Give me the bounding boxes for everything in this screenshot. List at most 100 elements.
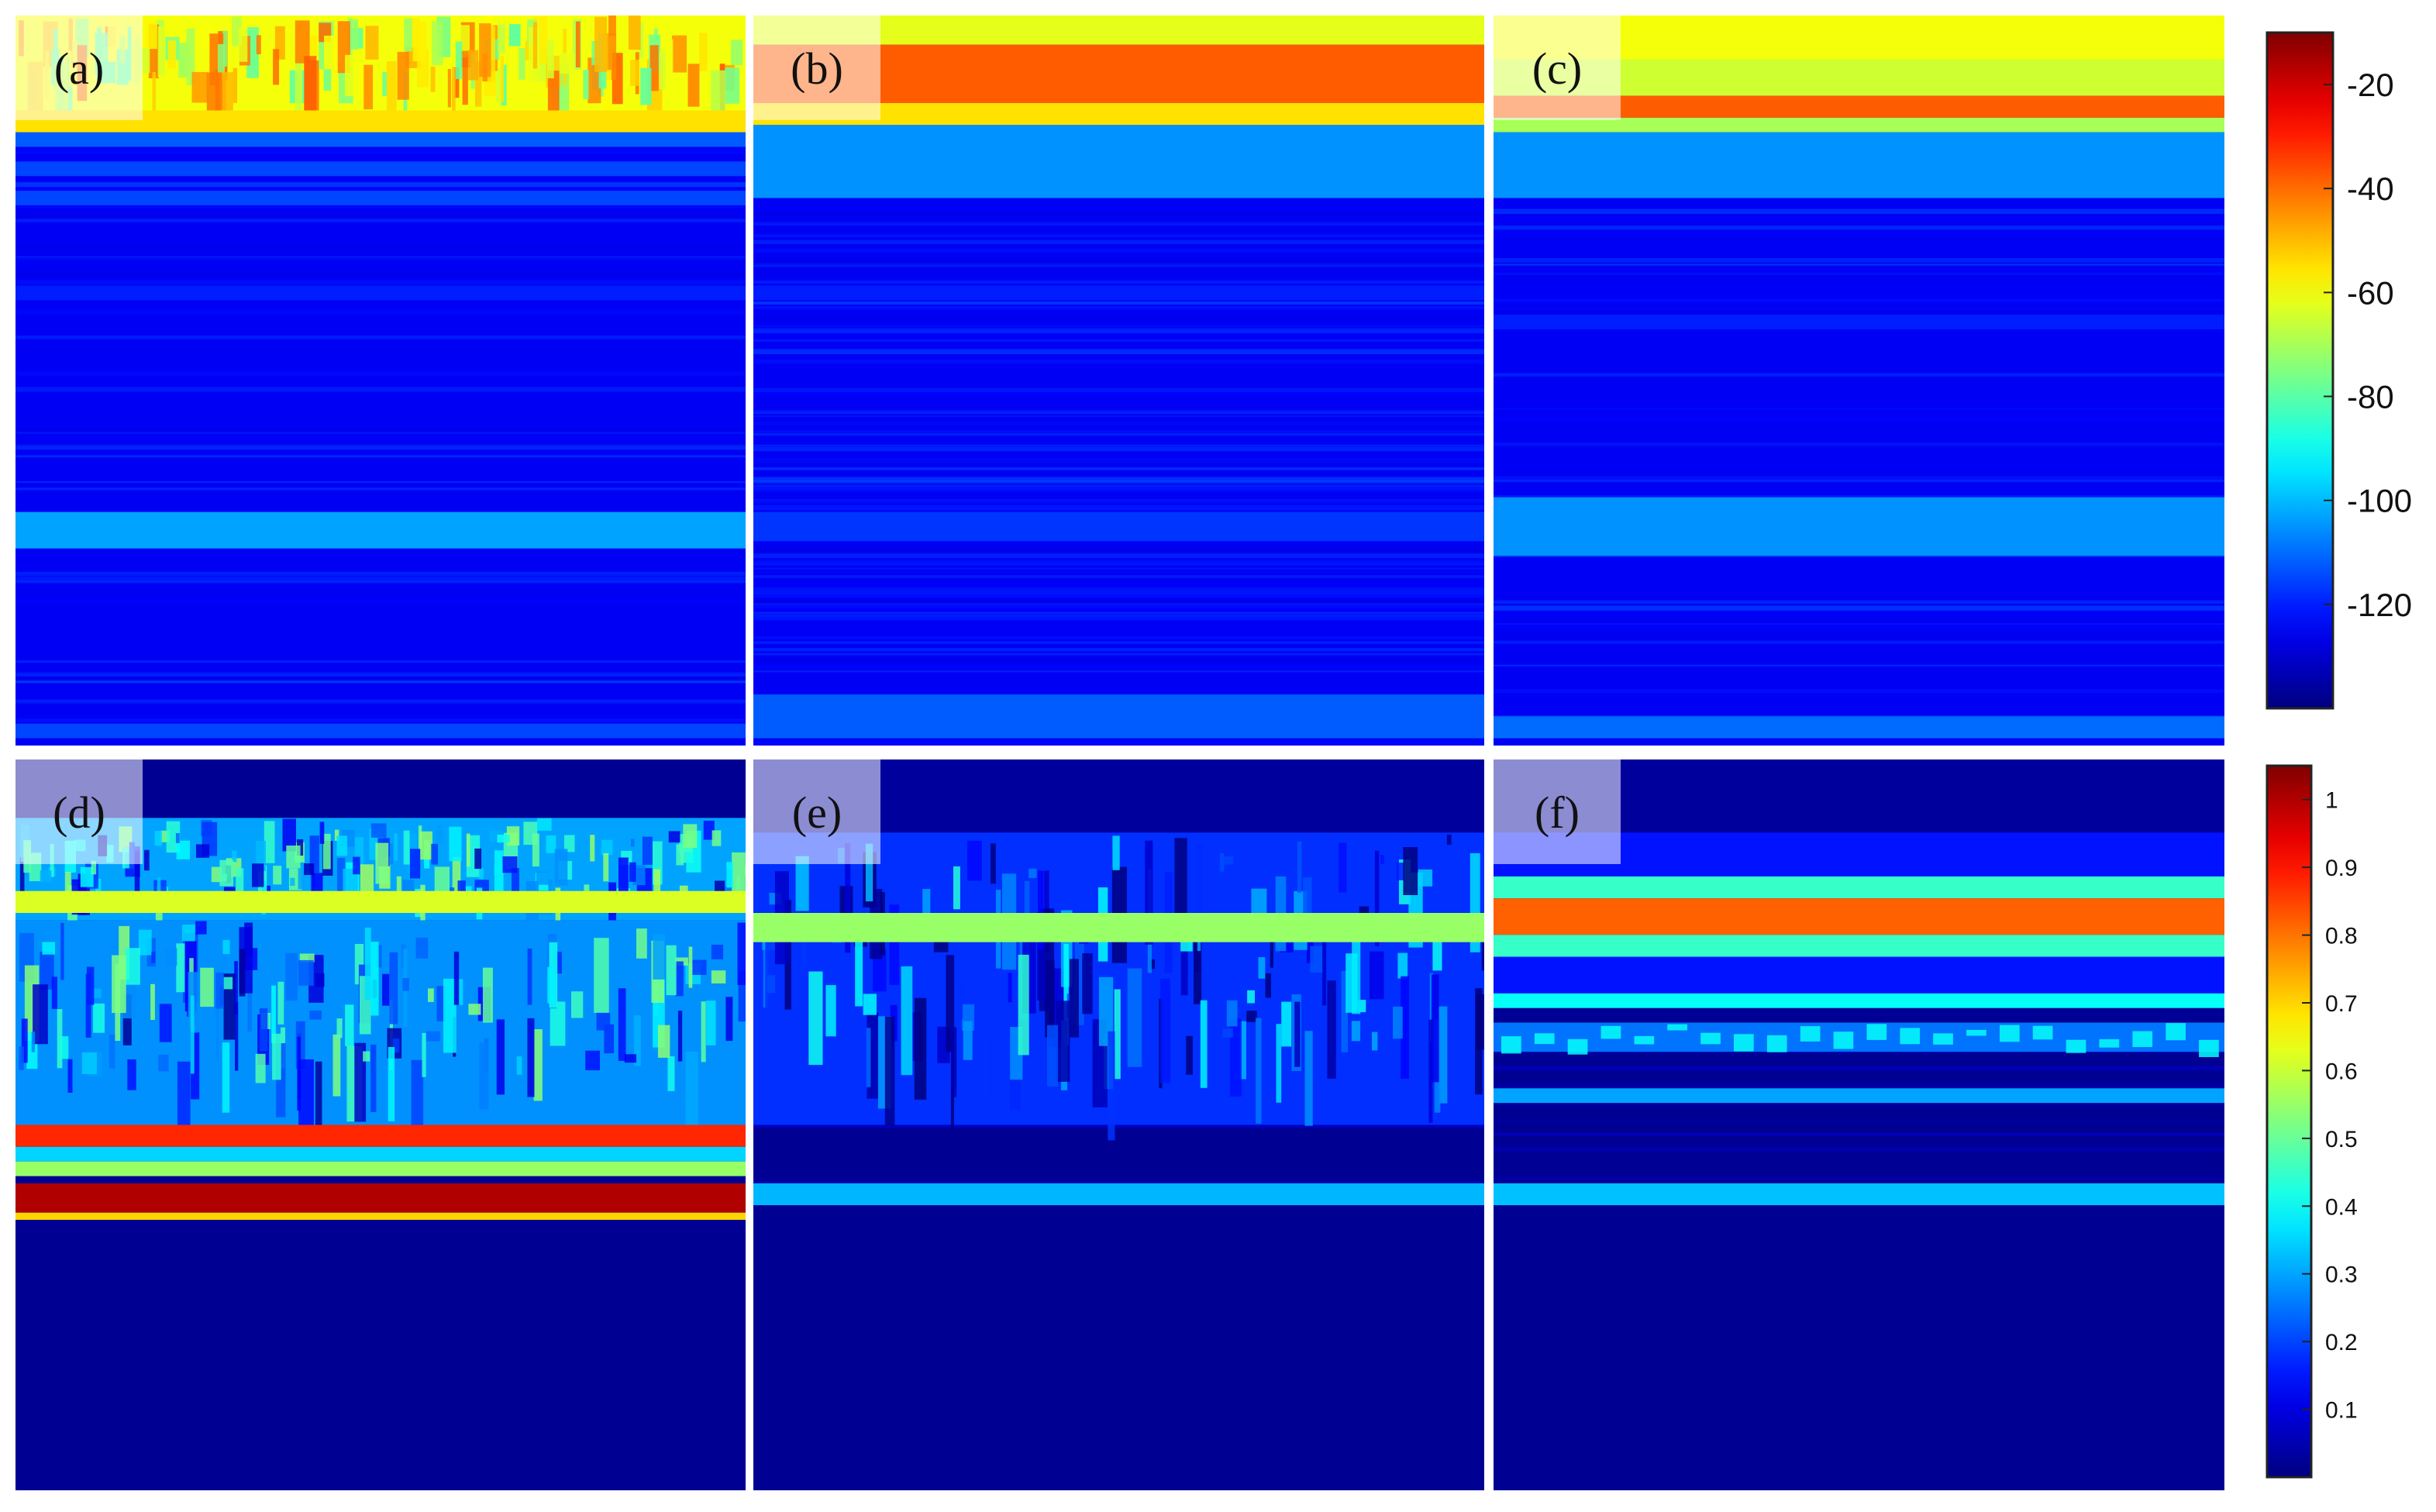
colorbar-tick-label: 0.1 <box>2325 1398 2358 1424</box>
noise-streak <box>753 392 1484 397</box>
noise-streak <box>16 229 746 232</box>
colorbar-tick-label: 0.9 <box>2325 856 2358 881</box>
texture-mark <box>2000 1025 2020 1042</box>
texture-mark <box>176 840 190 859</box>
noise-streak <box>753 505 1484 511</box>
colorbar-tick-label: 0.2 <box>2325 1330 2358 1355</box>
texture-mark <box>1037 912 1046 1001</box>
noise-streak <box>1494 263 2224 266</box>
noise-streak <box>753 234 1484 238</box>
noise-streak <box>1494 1080 2224 1083</box>
texture-mark <box>855 935 863 1007</box>
texture-mark <box>685 1051 698 1130</box>
texture-mark <box>453 951 460 1005</box>
noise-streak <box>16 672 746 677</box>
noise-streak <box>1494 1150 2224 1153</box>
noise-streak <box>1494 635 2224 639</box>
texture-mark <box>334 829 339 841</box>
texture-mark <box>494 850 504 893</box>
texture-mark <box>397 51 409 100</box>
texture-mark <box>1380 855 1384 864</box>
noise-streak <box>1494 230 2224 236</box>
panel-label-box <box>1494 759 1621 864</box>
texture-mark <box>653 934 665 980</box>
texture-mark <box>33 984 48 1045</box>
noise-streak <box>1494 272 2224 275</box>
intensity-band <box>16 1161 746 1176</box>
texture-mark <box>422 1032 426 1077</box>
texture-mark <box>1501 1036 1521 1054</box>
intensity-band <box>16 723 746 739</box>
noise-streak <box>753 415 1484 418</box>
texture-mark <box>1194 942 1202 1004</box>
texture-mark <box>298 865 304 890</box>
texture-mark <box>80 866 94 887</box>
noise-streak <box>16 660 746 665</box>
noise-streak <box>753 651 1484 653</box>
texture-mark <box>178 43 188 78</box>
noise-streak <box>753 249 1484 253</box>
texture-mark <box>157 26 164 77</box>
texture-mark <box>1370 951 1384 1000</box>
texture-mark <box>222 939 230 955</box>
texture-mark <box>190 995 195 1074</box>
noise-streak <box>1494 1014 2224 1016</box>
texture-mark <box>434 866 450 891</box>
noise-streak <box>753 570 1484 573</box>
texture-mark <box>1160 979 1170 1083</box>
texture-mark <box>596 1012 611 1031</box>
noise-streak <box>1494 298 2224 302</box>
noise-streak <box>753 385 1484 388</box>
noise-streak <box>753 648 1484 651</box>
noise-streak <box>16 336 746 339</box>
intensity-band <box>16 132 746 147</box>
texture-mark <box>559 53 575 74</box>
texture-mark <box>914 997 927 1100</box>
texture-mark <box>436 986 446 1021</box>
noise-streak <box>753 480 1484 484</box>
texture-mark <box>1265 973 1271 998</box>
texture-mark <box>2066 1039 2086 1053</box>
texture-mark <box>390 843 394 865</box>
texture-mark <box>1246 1011 1257 1022</box>
texture-mark <box>963 1021 973 1060</box>
texture-mark <box>497 835 510 843</box>
texture-mark <box>430 66 436 92</box>
noise-streak <box>1494 600 2224 604</box>
noise-streak <box>753 360 1484 365</box>
intensity-band <box>16 1125 746 1147</box>
texture-mark <box>112 955 126 1014</box>
texture-mark <box>712 830 722 846</box>
texture-mark <box>2032 1025 2053 1040</box>
texture-mark <box>706 1001 716 1045</box>
noise-streak <box>753 280 1484 284</box>
texture-mark <box>462 57 468 105</box>
texture-mark <box>604 70 612 119</box>
noise-streak <box>16 571 746 577</box>
noise-streak <box>753 350 1484 354</box>
texture-mark <box>1734 1034 1754 1052</box>
intensity-band <box>16 511 746 549</box>
texture-mark <box>547 71 560 112</box>
noise-streak <box>753 328 1484 331</box>
noise-streak <box>16 377 746 381</box>
texture-mark <box>1966 1029 1986 1036</box>
texture-mark <box>608 15 616 36</box>
texture-mark <box>1634 1035 1655 1045</box>
noise-streak <box>753 387 1484 392</box>
noise-streak <box>753 325 1484 327</box>
texture-mark <box>167 40 176 69</box>
texture-mark <box>239 949 246 997</box>
texture-mark <box>415 937 429 959</box>
texture-mark <box>211 866 222 883</box>
noise-streak <box>1494 258 2224 263</box>
texture-mark <box>479 1042 489 1110</box>
noise-streak <box>16 496 746 501</box>
intensity-band <box>16 1183 746 1213</box>
noise-streak <box>753 567 1484 570</box>
texture-mark <box>273 866 282 885</box>
colorbar-tick-label: -100 <box>2347 483 2412 519</box>
texture-mark <box>1229 1018 1242 1097</box>
texture-mark <box>452 67 456 116</box>
